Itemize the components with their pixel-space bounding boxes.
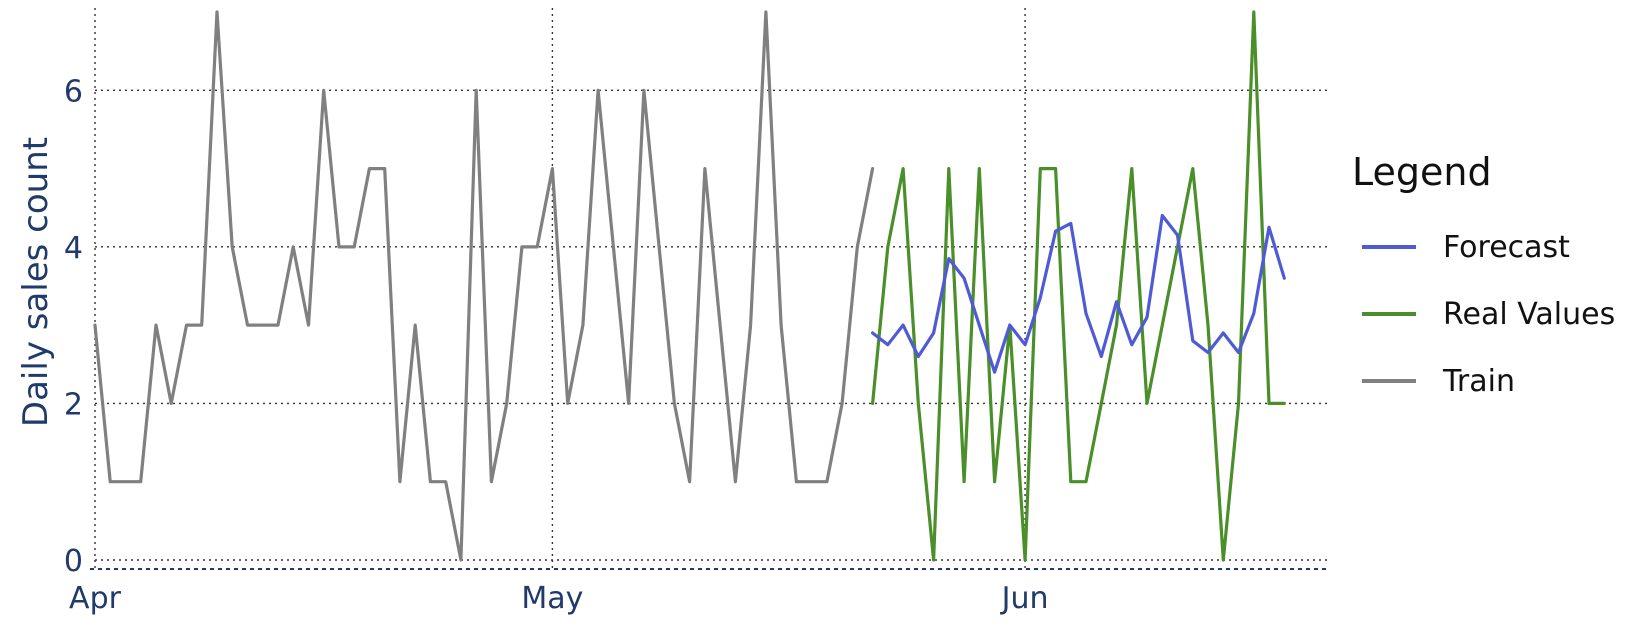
y-tick-label: 2 bbox=[64, 387, 83, 422]
legend-title: Legend bbox=[1352, 150, 1492, 194]
axes: 0 2 4 6 Apr May Jun bbox=[64, 74, 1330, 616]
legend-label-train: Train bbox=[1442, 364, 1515, 399]
series-line-real-values bbox=[870, 10, 1286, 562]
series-lines bbox=[93, 10, 1286, 562]
x-tick-label: May bbox=[521, 581, 583, 616]
legend-label-real-values: Real Values bbox=[1443, 297, 1615, 332]
legend: Legend Forecast Real Values Train bbox=[1352, 150, 1615, 399]
y-tick-label: 0 bbox=[64, 544, 83, 579]
y-tick-label: 4 bbox=[64, 231, 83, 266]
series-line-forecast bbox=[870, 213, 1286, 374]
x-tick-label: Jun bbox=[1000, 581, 1049, 616]
x-tick-label: Apr bbox=[69, 581, 122, 616]
y-tick-label: 6 bbox=[64, 74, 83, 109]
grid-lines bbox=[94, 8, 1330, 568]
y-axis-title: Daily sales count bbox=[16, 137, 56, 427]
legend-label-forecast: Forecast bbox=[1443, 230, 1570, 265]
series-line-train bbox=[93, 10, 875, 562]
